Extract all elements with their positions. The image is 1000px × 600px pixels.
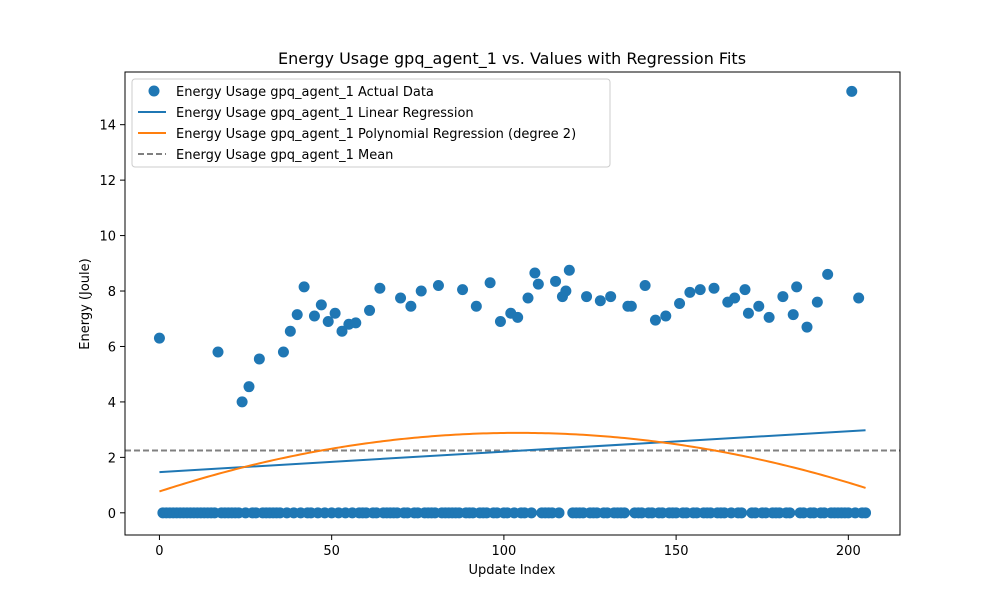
data-point bbox=[811, 296, 823, 308]
y-tick-label: 0 bbox=[108, 507, 116, 522]
data-point bbox=[322, 316, 334, 328]
data-point bbox=[512, 311, 524, 323]
data-point bbox=[694, 284, 706, 296]
data-point bbox=[736, 507, 748, 519]
data-point bbox=[763, 311, 775, 323]
data-point bbox=[801, 321, 813, 333]
data-point bbox=[243, 381, 255, 393]
data-point bbox=[784, 507, 796, 519]
legend-marker-actual bbox=[148, 85, 160, 97]
data-point bbox=[649, 314, 661, 326]
data-point bbox=[618, 507, 630, 519]
data-point bbox=[470, 300, 482, 312]
legend-label-poly: Energy Usage gpq_agent_1 Polynomial Regr… bbox=[176, 127, 576, 142]
y-tick-label: 10 bbox=[99, 230, 116, 245]
x-axis-label: Update Index bbox=[468, 563, 555, 578]
data-point bbox=[605, 291, 617, 303]
legend-label-mean: Energy Usage gpq_agent_1 Mean bbox=[176, 148, 393, 163]
data-point bbox=[308, 310, 320, 322]
data-point bbox=[432, 279, 444, 291]
data-point bbox=[395, 292, 407, 304]
data-point bbox=[284, 325, 296, 337]
data-point bbox=[364, 304, 376, 316]
plot-frame bbox=[124, 71, 901, 536]
data-point bbox=[405, 300, 417, 312]
data-point bbox=[684, 286, 696, 298]
data-point bbox=[787, 309, 799, 321]
data-point bbox=[791, 281, 803, 293]
data-point bbox=[525, 507, 537, 519]
y-axis-label: Energy (Joule) bbox=[78, 258, 93, 349]
data-point bbox=[494, 316, 506, 328]
data-point bbox=[153, 332, 165, 344]
data-point bbox=[236, 396, 248, 408]
data-point bbox=[532, 278, 544, 290]
data-point bbox=[277, 346, 289, 358]
data-point bbox=[674, 298, 686, 309]
data-point bbox=[522, 292, 534, 304]
data-point bbox=[660, 310, 672, 322]
chart-title: Energy Usage gpq_agent_1 vs. Values with… bbox=[278, 49, 746, 69]
data-point bbox=[777, 291, 789, 303]
polynomial-regression-curve bbox=[159, 431, 866, 493]
data-point bbox=[298, 281, 310, 293]
y-tick-label: 2 bbox=[108, 451, 116, 466]
x-tick-label: 100 bbox=[491, 544, 516, 559]
data-point bbox=[860, 507, 872, 519]
linear-regression-line bbox=[159, 429, 866, 474]
y-tick-label: 12 bbox=[99, 174, 116, 189]
data-point bbox=[484, 277, 496, 289]
data-point bbox=[560, 285, 572, 297]
data-point bbox=[253, 353, 265, 365]
y-tick-label: 14 bbox=[99, 119, 116, 134]
data-point bbox=[415, 285, 427, 297]
data-point bbox=[553, 507, 565, 519]
data-point bbox=[291, 309, 303, 321]
y-tick-label: 4 bbox=[108, 396, 116, 411]
data-point bbox=[822, 268, 834, 280]
x-tick-label: 150 bbox=[664, 544, 689, 559]
x-tick-label: 200 bbox=[836, 544, 861, 559]
data-point bbox=[212, 346, 224, 358]
data-point bbox=[739, 284, 751, 296]
data-point bbox=[742, 307, 754, 319]
data-point bbox=[550, 275, 562, 287]
data-point bbox=[625, 300, 637, 312]
data-point bbox=[594, 295, 606, 307]
data-point bbox=[729, 292, 741, 304]
data-point bbox=[639, 279, 651, 291]
legend-box bbox=[131, 78, 611, 168]
data-point bbox=[853, 292, 865, 304]
data-point bbox=[336, 325, 348, 337]
data-point bbox=[708, 282, 720, 294]
data-point bbox=[846, 85, 858, 97]
data-point bbox=[374, 282, 386, 294]
data-point bbox=[457, 284, 469, 296]
data-point bbox=[315, 299, 327, 311]
legend-label-linear: Energy Usage gpq_agent_1 Linear Regressi… bbox=[176, 106, 474, 121]
plot-area bbox=[125, 85, 900, 519]
y-tick-label: 6 bbox=[108, 340, 116, 355]
data-point bbox=[753, 300, 765, 312]
data-point bbox=[350, 317, 362, 329]
x-tick-label: 50 bbox=[323, 544, 340, 559]
legend: Energy Usage gpq_agent_1 Actual Data Ene… bbox=[131, 78, 611, 168]
x-tick-label: 0 bbox=[155, 544, 163, 559]
legend-label-actual: Energy Usage gpq_agent_1 Actual Data bbox=[176, 85, 434, 100]
data-point bbox=[581, 291, 593, 303]
y-tick-label: 8 bbox=[108, 285, 116, 300]
axes-ticks: 0 50 100 150 200 0 2 4 6 8 10 12 14 bbox=[99, 119, 860, 559]
data-point bbox=[529, 267, 541, 279]
data-point bbox=[329, 307, 341, 319]
data-point bbox=[563, 264, 575, 276]
